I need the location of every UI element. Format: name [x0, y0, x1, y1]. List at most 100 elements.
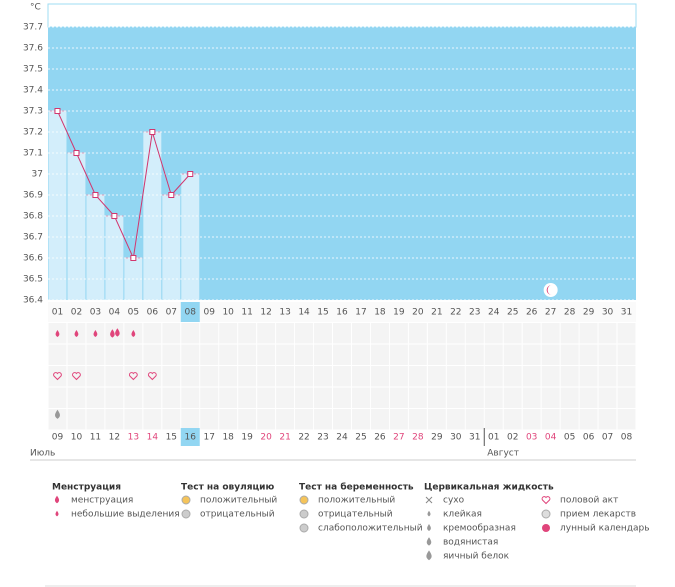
month-label: Август — [487, 449, 519, 459]
drop-icon — [426, 537, 432, 546]
tracking-cell — [351, 387, 370, 408]
tracking-cell — [257, 323, 276, 344]
tracking-cell — [617, 344, 636, 365]
tracking-cell — [314, 409, 333, 430]
tracking-cell — [484, 323, 503, 344]
cycle-day-label: 03 — [90, 308, 101, 318]
date-label: 22 — [298, 433, 309, 443]
temperature-bar — [162, 195, 181, 300]
cycle-day-label: 31 — [621, 308, 632, 318]
drop-icon — [54, 495, 60, 504]
cycle-day-label: 08 — [185, 308, 197, 318]
tracking-cell — [389, 366, 408, 387]
drop-icon — [115, 328, 120, 337]
tracking-cell — [314, 366, 333, 387]
tracking-cell — [86, 366, 105, 387]
tracking-cell — [257, 387, 276, 408]
tracking-cell — [446, 366, 465, 387]
date-label: 24 — [336, 433, 348, 443]
tracking-cell — [124, 344, 143, 365]
tracking-cell — [579, 409, 598, 430]
tracking-cell — [333, 323, 351, 344]
tracking-cell — [446, 409, 465, 430]
legend-item: водянистая — [443, 538, 498, 548]
today-cycle-bg — [180, 302, 200, 322]
tracking-cell — [503, 387, 522, 408]
y-tick-label: 36.6 — [23, 254, 43, 264]
tracking-cell — [200, 344, 219, 365]
drop-icon — [74, 330, 79, 337]
tracking-cell — [238, 409, 257, 430]
cycle-day-label: 04 — [109, 308, 121, 318]
y-tick-label: 36.9 — [23, 191, 43, 201]
fluid-icon — [425, 496, 433, 504]
date-label: 02 — [507, 433, 518, 443]
tracking-cell — [48, 409, 67, 430]
tracking-cell — [484, 409, 503, 430]
tracking-cell — [370, 323, 389, 344]
cycle-day-label: 30 — [602, 308, 614, 318]
tracking-cell — [427, 366, 446, 387]
tracking-cell — [162, 323, 181, 344]
heart-icon — [147, 372, 157, 381]
cycle-day-label: 05 — [128, 308, 139, 318]
tracking-cell — [181, 387, 200, 408]
tracking-cell — [560, 387, 579, 408]
date-label: 27 — [393, 433, 404, 443]
tracking-cell — [522, 387, 541, 408]
date-label: 26 — [374, 433, 386, 443]
tracking-cell — [370, 344, 389, 365]
date-label: 08 — [621, 433, 633, 443]
tracking-cell — [617, 409, 636, 430]
tracking-cell — [143, 366, 162, 387]
y-tick-label: 37.4 — [23, 86, 43, 96]
tracking-cell — [219, 366, 238, 387]
drop-icon — [131, 330, 136, 337]
tracking-cell — [465, 323, 484, 344]
tracking-cell — [333, 409, 351, 430]
temperature-point — [111, 213, 118, 219]
y-tick-label: 36.4 — [23, 296, 43, 306]
moon-icon — [543, 283, 558, 297]
tracking-cell — [522, 323, 541, 344]
cycle-day-label: 07 — [166, 308, 177, 318]
tracking-cell — [598, 366, 617, 387]
tracking-cell — [162, 409, 181, 430]
cycle-day-label: 14 — [298, 308, 310, 318]
tracking-cell — [200, 366, 219, 387]
cycle-day-label: 09 — [203, 308, 215, 318]
drop-icon — [55, 330, 60, 337]
date-label: 28 — [412, 433, 424, 443]
tracking-cell — [541, 387, 560, 408]
tracking-cell — [446, 323, 465, 344]
tracking-cell — [276, 387, 295, 408]
tracking-cell — [465, 366, 484, 387]
tracking-cell — [48, 344, 67, 365]
tracking-cell — [181, 409, 200, 430]
tracking-cell — [389, 409, 408, 430]
tracking-cell — [219, 409, 238, 430]
date-label: 23 — [317, 433, 328, 443]
tracking-cell — [446, 344, 465, 365]
tracking-cell — [143, 344, 162, 365]
legend-item: лунный календарь — [560, 524, 650, 534]
cycle-day-label: 22 — [450, 308, 461, 318]
tracking-cell — [408, 366, 427, 387]
tracking-cell — [105, 387, 124, 408]
tracking-cell — [465, 344, 484, 365]
heart-icon — [541, 496, 551, 505]
tracking-cell — [86, 387, 105, 408]
heart-icon — [53, 372, 62, 381]
tracking-cell — [276, 409, 295, 430]
tracking-cell — [503, 409, 522, 430]
date-label: 06 — [583, 433, 595, 443]
tracking-cell — [351, 409, 370, 430]
y-tick-label: 37.1 — [23, 149, 43, 159]
temperature-point — [54, 108, 61, 114]
date-label: 25 — [355, 433, 366, 443]
tracking-cell — [579, 366, 598, 387]
tracking-cell — [105, 344, 124, 365]
tracking-cell — [143, 387, 162, 408]
tracking-cell — [427, 409, 446, 430]
tracking-cell — [370, 366, 389, 387]
